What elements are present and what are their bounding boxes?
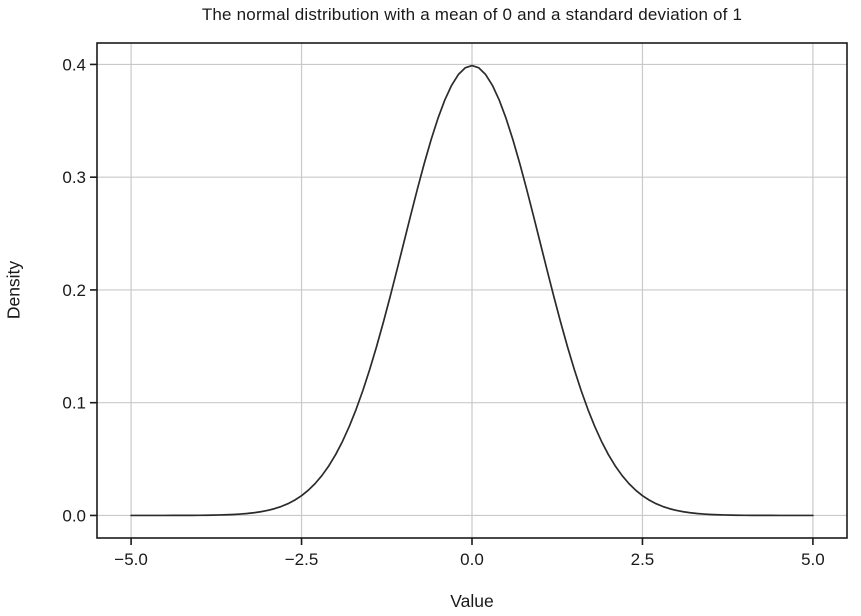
x-tick-label: −5.0: [114, 550, 148, 569]
gridlines: [97, 43, 847, 538]
x-tick-label: 2.5: [631, 550, 655, 569]
chart-title: The normal distribution with a mean of 0…: [201, 5, 743, 24]
y-tick-label: 0.4: [62, 55, 86, 74]
tick-labels: −5.0 −2.5 0.0 2.5 5.0 0.0 0.1 0.2 0.3 0.4: [62, 55, 824, 569]
y-tick-label: 0.2: [62, 281, 86, 300]
y-tick-label: 0.3: [62, 168, 86, 187]
density-curve: [130, 64, 814, 517]
y-tick-label: 0.1: [62, 394, 86, 413]
tick-marks: [90, 63, 814, 545]
x-tick-label: 0.0: [460, 550, 484, 569]
x-tick-label: 5.0: [801, 550, 825, 569]
x-axis-label: Value: [450, 591, 494, 611]
y-tick-label: 0.0: [62, 506, 86, 525]
x-tick-label: −2.5: [285, 550, 319, 569]
